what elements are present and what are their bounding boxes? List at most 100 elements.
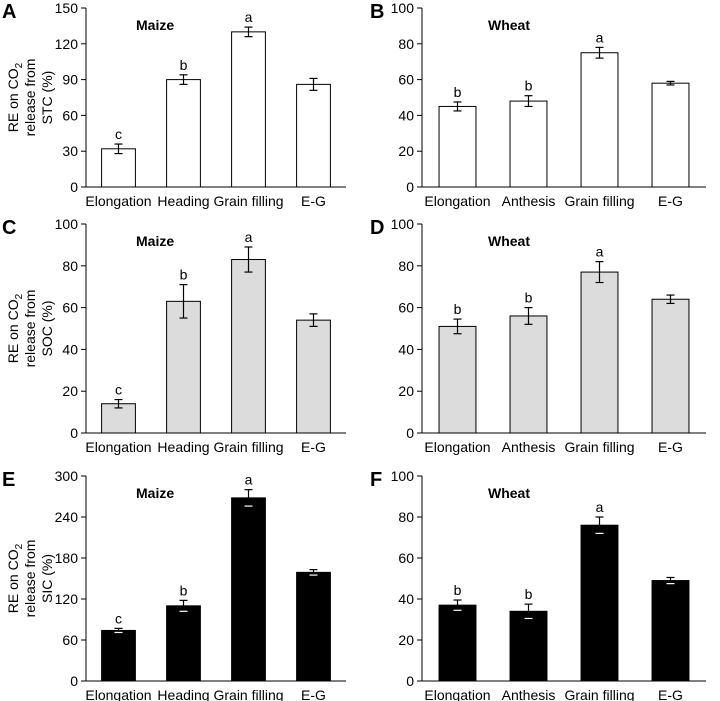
- y-tick-label: 40: [62, 341, 78, 357]
- y-tick-label: 60: [398, 300, 414, 316]
- panel-title: Maize: [136, 485, 174, 501]
- significance-letter: a: [596, 244, 604, 260]
- y-tick-label: 60: [62, 632, 78, 648]
- y-tick-label: 0: [70, 179, 78, 195]
- panel-e: E Maize 0 60 120 180 240 300 c Elongation b Heading…: [2, 468, 346, 701]
- y-tick-label: 60: [398, 72, 414, 88]
- x-tick-label: Grain filling: [213, 193, 283, 209]
- panel-b: B Wheat 0 20 40 60 80 100 b Elongation b Anthesis a G…: [370, 0, 706, 209]
- bar-elongation: [101, 629, 136, 682]
- panel-title: Maize: [136, 17, 174, 33]
- y-tick-label: 0: [406, 425, 414, 441]
- significance-letter: b: [180, 57, 188, 73]
- y-tick-label: 20: [62, 383, 78, 399]
- bar-elongation: [101, 148, 136, 188]
- x-tick-label: Elongation: [85, 193, 151, 209]
- x-tick-label: Grain filling: [564, 439, 634, 455]
- y-tick-label: 0: [406, 179, 414, 195]
- y-tick-label: 60: [62, 300, 78, 316]
- significance-letter: a: [245, 229, 253, 245]
- bar-elongation: [438, 604, 477, 682]
- bar-elongation: [438, 105, 477, 188]
- panel-a: A Maize 0 30 60 90 120 150 c Elongation b Heading a G…: [2, 0, 346, 209]
- y-tick-label: 0: [70, 425, 78, 441]
- y-tick-label: 80: [398, 36, 414, 52]
- y-tick-label: 120: [55, 36, 79, 52]
- x-tick-label: Grain filling: [213, 439, 283, 455]
- x-tick-label: Heading: [157, 687, 209, 701]
- panel-c: C Maize 0 20 40 60 80 100 c Elongation b Heading a Gr…: [2, 216, 346, 455]
- x-tick-label: E-G: [301, 193, 326, 209]
- significance-letter: a: [596, 499, 604, 515]
- y-tick-label: 20: [398, 632, 414, 648]
- significance-letter: b: [525, 290, 533, 306]
- significance-letter: b: [525, 78, 533, 94]
- y-tick-label: 100: [55, 216, 79, 232]
- significance-letter: b: [180, 582, 188, 598]
- x-tick-label: Heading: [157, 439, 209, 455]
- bar-grain-filling: [231, 259, 266, 434]
- bar-heading: [166, 300, 201, 434]
- y-tick-label: 40: [398, 107, 414, 123]
- y-tick-label: 120: [55, 591, 79, 607]
- bar-e-g: [296, 83, 331, 188]
- y-tick-label: 0: [70, 673, 78, 689]
- bar-e-g: [651, 298, 690, 434]
- y-axis-label-line: release from: [22, 540, 38, 618]
- panel-title: Wheat: [488, 485, 530, 501]
- y-tick-label: 40: [398, 591, 414, 607]
- x-tick-label: Elongation: [424, 687, 490, 701]
- y-tick-label: 100: [391, 0, 415, 16]
- significance-letter: a: [245, 9, 253, 25]
- bar-heading: [166, 79, 201, 188]
- significance-letter: c: [115, 610, 122, 626]
- y-tick-label: 300: [55, 468, 79, 484]
- panel-d: D Wheat 0 20 40 60 80 100 b Elongation b Anthesis a G…: [370, 216, 706, 455]
- y-axis-label-line: release from: [22, 59, 38, 137]
- x-tick-label: Elongation: [424, 193, 490, 209]
- x-tick-label: Elongation: [85, 439, 151, 455]
- x-tick-label: Elongation: [424, 439, 490, 455]
- y-tick-label: 0: [406, 673, 414, 689]
- bar-grain-filling: [231, 31, 266, 188]
- y-tick-label: 180: [55, 550, 79, 566]
- x-tick-label: Elongation: [85, 687, 151, 701]
- x-tick-label: E-G: [658, 193, 683, 209]
- significance-letter: b: [525, 586, 533, 602]
- y-tick-label: 30: [62, 143, 78, 159]
- y-tick-label: 80: [398, 509, 414, 525]
- y-tick-label: 80: [398, 258, 414, 274]
- panel-title: Wheat: [488, 233, 530, 249]
- bar-e-g: [296, 571, 331, 682]
- y-tick-label: 20: [398, 383, 414, 399]
- bar-grain-filling: [580, 524, 619, 682]
- y-tick-label: 100: [391, 468, 415, 484]
- panel-letter: F: [370, 469, 382, 491]
- bar-anthesis: [509, 100, 548, 188]
- bar-e-g: [651, 580, 690, 682]
- bar-e-g: [296, 319, 331, 434]
- significance-letter: b: [454, 582, 462, 598]
- x-tick-label: Anthesis: [502, 687, 556, 701]
- y-axis-label-line: RE on CO2: [5, 543, 25, 613]
- y-axis-label-line: SIC (%): [39, 554, 55, 603]
- y-tick-label: 90: [62, 72, 78, 88]
- x-tick-label: Grain filling: [213, 687, 283, 701]
- x-tick-label: Anthesis: [502, 439, 556, 455]
- x-tick-label: E-G: [301, 687, 326, 701]
- y-axis-label-line: RE on CO2: [5, 293, 25, 363]
- y-tick-label: 150: [55, 0, 79, 16]
- bar-grain-filling: [231, 497, 266, 682]
- y-tick-label: 60: [398, 550, 414, 566]
- x-tick-label: E-G: [658, 439, 683, 455]
- bar-anthesis: [509, 610, 548, 682]
- panel-letter: D: [370, 217, 384, 239]
- y-tick-label: 60: [62, 107, 78, 123]
- bar-elongation: [438, 325, 477, 434]
- bar-grain-filling: [580, 52, 619, 188]
- significance-letter: b: [454, 301, 462, 317]
